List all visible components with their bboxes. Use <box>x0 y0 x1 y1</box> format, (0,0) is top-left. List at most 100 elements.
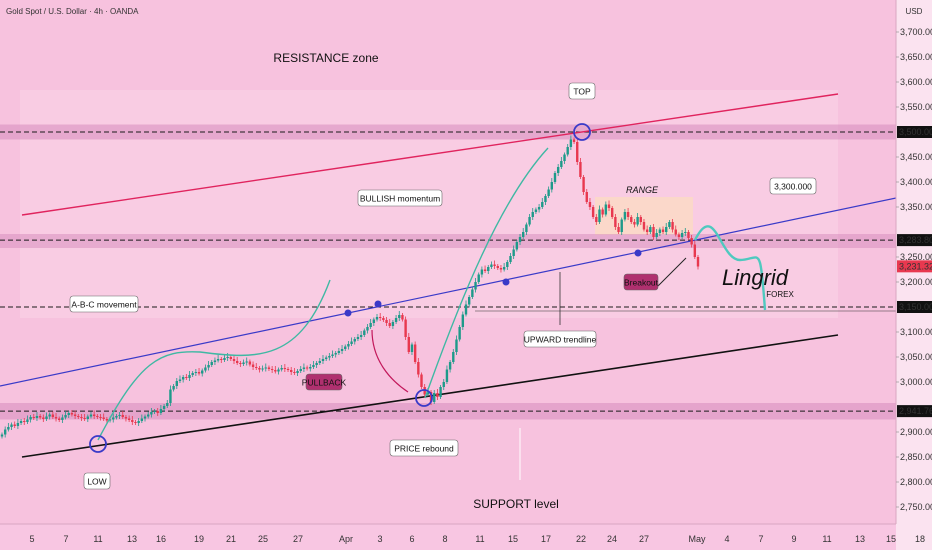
candle-body <box>302 367 306 369</box>
candle-body <box>235 361 239 363</box>
candle-body <box>547 189 550 196</box>
candle-body <box>153 411 156 412</box>
candle-body <box>83 418 86 419</box>
candle-body <box>531 212 534 217</box>
candle-body <box>223 358 226 360</box>
candle-body <box>150 412 153 415</box>
candle-body <box>630 217 633 222</box>
candle-body <box>321 359 325 361</box>
candle-body <box>410 344 414 352</box>
upward-trendline <box>0 197 897 387</box>
y-tick-label: 2,800.000 <box>900 477 932 487</box>
candle-body <box>239 363 242 364</box>
candle-body <box>51 414 55 417</box>
candle-body <box>483 269 487 271</box>
breakout-label: Breakout <box>624 278 659 288</box>
candle-body <box>204 367 207 371</box>
price-tag-box <box>897 405 932 418</box>
candle-body <box>487 267 490 271</box>
candle-body <box>522 232 525 237</box>
candle-body <box>67 413 70 415</box>
candle-body <box>277 369 280 372</box>
candle-body <box>0 434 4 437</box>
y-tick-label: 3,700.000 <box>900 27 932 37</box>
y-tick-label: 3,200.000 <box>900 277 932 287</box>
candle-body <box>80 417 83 418</box>
candle-body <box>131 420 134 422</box>
candle-body <box>363 330 366 335</box>
candle-body <box>598 209 601 222</box>
candle-body <box>661 229 665 232</box>
candle-body <box>64 415 67 418</box>
candle-body <box>115 416 118 418</box>
price-tag-label: 3,283.803 <box>899 235 932 245</box>
candle-body <box>347 344 350 347</box>
candle-body <box>537 207 541 210</box>
candle-body <box>86 416 90 419</box>
candle-body <box>550 182 554 190</box>
candle-body <box>642 222 646 230</box>
candle-body <box>474 282 477 290</box>
candle-body <box>576 142 579 162</box>
y-tick-label: 2,750.000 <box>900 502 932 512</box>
candle-body <box>378 317 382 318</box>
candle-body <box>413 344 417 362</box>
abc-movement-label-box <box>69 295 139 313</box>
candle-body <box>471 289 474 297</box>
x-tick-label: 15 <box>886 534 896 544</box>
candle-body <box>496 266 499 268</box>
candle-body <box>191 373 194 375</box>
candle-body <box>45 416 48 419</box>
candle-body <box>19 421 23 423</box>
candle-body <box>245 361 248 363</box>
price-rebound-label-box <box>389 439 459 457</box>
top-label-box <box>568 82 596 100</box>
candle-body <box>467 297 471 305</box>
forecast-path <box>693 225 767 311</box>
price-tag-box <box>897 126 932 138</box>
candle-body <box>610 208 614 217</box>
candle-body <box>305 367 309 369</box>
candle-body <box>340 349 344 351</box>
price-tag-box <box>897 234 932 247</box>
candle-body <box>124 417 128 419</box>
x-tick-label: 8 <box>442 534 447 544</box>
candle-body <box>23 421 26 422</box>
candle-body <box>502 267 506 270</box>
candle-body <box>388 323 391 326</box>
x-tick-label: 25 <box>258 534 268 544</box>
x-tick-label: 13 <box>127 534 137 544</box>
price-tag-label: 3,150.000 <box>899 302 932 312</box>
candle-body <box>677 234 681 237</box>
candle-body <box>166 403 169 406</box>
candle-body <box>201 370 204 374</box>
x-tick-label: 6 <box>409 534 414 544</box>
candle-body <box>426 392 430 395</box>
candle-body <box>146 414 150 417</box>
candle-body <box>296 371 299 373</box>
candle-body <box>334 353 337 355</box>
candle-body <box>312 365 315 367</box>
candle-body <box>140 418 144 421</box>
candle-body <box>42 417 45 419</box>
range-label: RANGE <box>626 185 659 195</box>
x-tick-label: 7 <box>63 534 68 544</box>
top-label: TOP <box>573 87 591 97</box>
candle-body <box>210 362 213 365</box>
candle-body <box>185 377 188 378</box>
y-tick-label: 3,450.000 <box>900 152 932 162</box>
top-marker-circle <box>573 123 591 141</box>
candle-body <box>525 224 528 232</box>
candle-body <box>229 357 233 359</box>
candle-body <box>366 327 369 331</box>
candle-body <box>137 421 140 423</box>
y-tick-label: 3,050.000 <box>900 352 932 362</box>
candle-body <box>32 417 35 418</box>
candle-body <box>29 417 32 420</box>
candle-body <box>391 322 395 326</box>
candle-body <box>35 416 39 418</box>
y-tick-label: 3,550.000 <box>900 102 932 112</box>
plot-area <box>0 0 896 524</box>
candle-body <box>270 369 274 370</box>
